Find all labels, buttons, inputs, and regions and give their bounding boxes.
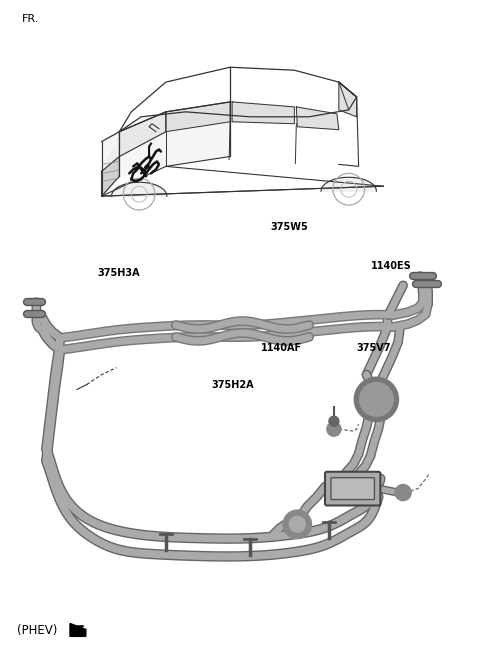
Circle shape [360, 382, 393, 417]
Circle shape [284, 510, 311, 538]
Text: 375H2A: 375H2A [212, 380, 254, 390]
Polygon shape [166, 102, 230, 132]
Text: 375V7: 375V7 [356, 342, 391, 352]
Polygon shape [339, 82, 357, 117]
Polygon shape [321, 177, 376, 191]
Circle shape [355, 378, 398, 421]
Polygon shape [70, 623, 86, 636]
Polygon shape [111, 182, 167, 196]
Circle shape [329, 417, 339, 426]
Text: (PHEV): (PHEV) [17, 624, 58, 637]
Circle shape [289, 516, 305, 532]
Text: 375W5: 375W5 [271, 222, 309, 232]
Polygon shape [102, 102, 230, 196]
Polygon shape [102, 157, 120, 196]
Text: 1140AF: 1140AF [261, 342, 302, 352]
FancyBboxPatch shape [331, 478, 374, 499]
Text: 375H3A: 375H3A [97, 268, 140, 277]
Circle shape [395, 485, 411, 501]
Text: FR.: FR. [22, 14, 39, 24]
Text: 1140ES: 1140ES [371, 261, 411, 271]
Polygon shape [102, 146, 117, 196]
Polygon shape [232, 102, 294, 124]
FancyBboxPatch shape [325, 472, 380, 506]
Polygon shape [120, 112, 166, 157]
Polygon shape [296, 107, 339, 130]
Circle shape [327, 422, 341, 436]
